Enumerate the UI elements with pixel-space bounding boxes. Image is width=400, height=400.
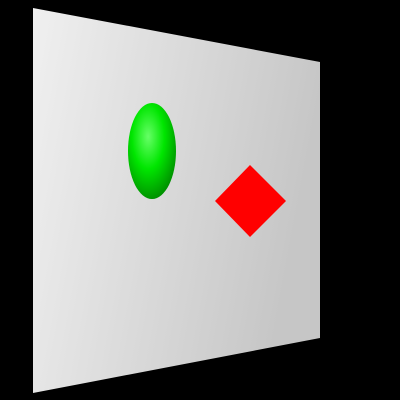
panel-plane [33,8,320,393]
green-ellipse [128,103,176,199]
red-diamond [215,165,286,237]
